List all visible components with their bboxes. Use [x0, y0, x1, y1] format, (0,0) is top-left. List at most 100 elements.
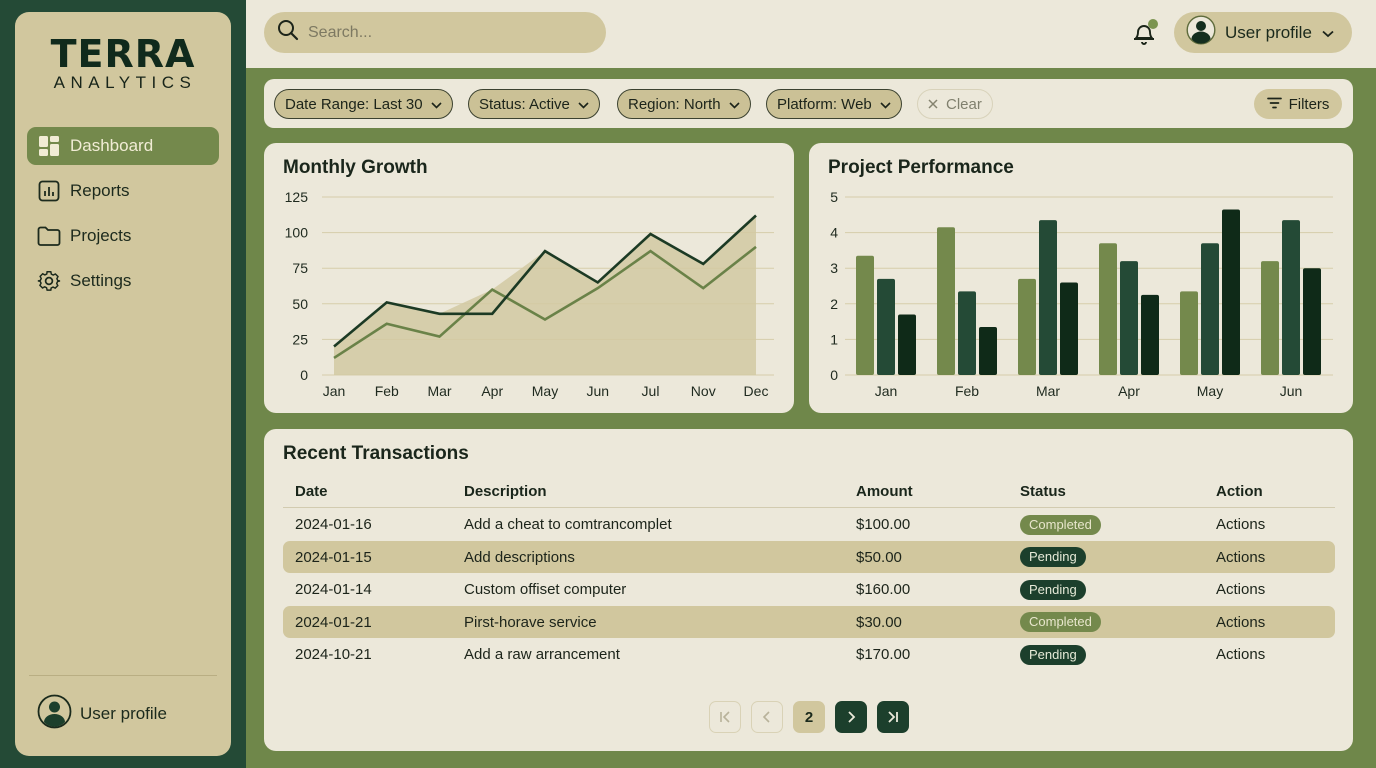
- column-header-date[interactable]: Date: [295, 482, 328, 500]
- svg-text:5: 5: [830, 189, 838, 205]
- search-input[interactable]: [308, 23, 588, 42]
- table-row[interactable]: 2024-01-14 Custom offiset computer $160.00…: [283, 574, 1335, 606]
- chevron-down-icon: [578, 96, 589, 113]
- column-header-amount[interactable]: Amount: [856, 482, 913, 500]
- column-header-action[interactable]: Action: [1216, 482, 1263, 500]
- filter-chip-platform[interactable]: Platform: Web: [766, 89, 902, 119]
- sidebar-item-settings[interactable]: Settings: [27, 262, 219, 300]
- table-row[interactable]: 2024-01-16 Add a cheat to comtrancomplet $…: [283, 509, 1335, 541]
- cell-description: Custom offiset computer: [464, 581, 627, 598]
- table-row[interactable]: 2024-01-15 Add descriptions $50.00 Pending A…: [283, 541, 1335, 573]
- svg-text:50: 50: [292, 296, 308, 312]
- status-badge: Pending: [1020, 644, 1086, 665]
- chevron-left-icon: [762, 711, 770, 723]
- first-page-button[interactable]: [709, 701, 741, 733]
- close-icon: [928, 96, 938, 113]
- filters-button[interactable]: Filters: [1254, 89, 1342, 119]
- svg-text:25: 25: [292, 331, 308, 347]
- svg-text:Dec: Dec: [744, 383, 769, 399]
- actions-link[interactable]: Actions: [1216, 581, 1266, 598]
- dashboard-icon: [37, 134, 61, 158]
- status-badge: Completed: [1020, 514, 1101, 535]
- avatar-icon: [37, 694, 72, 734]
- actions-link[interactable]: Actions: [1216, 646, 1266, 663]
- bar-chart: 0 1 2 3 4 5 Jan Feb Mar Apr May Jun: [830, 189, 1333, 399]
- sidebar-item-reports[interactable]: Reports: [27, 172, 219, 210]
- svg-text:Jul: Jul: [642, 383, 660, 399]
- cell-amount: $100.00: [856, 516, 911, 533]
- sidebar-item-dashboard[interactable]: Dashboard: [27, 127, 219, 165]
- actions-link[interactable]: Actions: [1216, 516, 1266, 533]
- folder-icon: [37, 224, 61, 248]
- monthly-growth-card: Monthly Growth 0 25 50 75 100 125 Jan Feb Mar Apr…: [264, 143, 794, 413]
- chip-label: Date Range: Last 30: [285, 95, 423, 113]
- status-badge: Completed: [1020, 612, 1101, 632]
- column-header-status[interactable]: Status: [1020, 482, 1066, 500]
- previous-page-button[interactable]: [751, 701, 783, 733]
- svg-text:0: 0: [830, 367, 838, 383]
- actions-link[interactable]: Actions: [1216, 613, 1266, 631]
- notification-dot: [1148, 19, 1158, 29]
- page-number-button[interactable]: 2: [793, 701, 825, 733]
- cell-amount: $160.00: [856, 581, 911, 598]
- sidebar-user-profile[interactable]: User profile: [37, 694, 167, 734]
- svg-text:Mar: Mar: [427, 383, 451, 399]
- chevron-down-icon: [880, 96, 891, 113]
- filters-label: Filters: [1288, 95, 1330, 113]
- first-page-icon: [720, 711, 730, 723]
- logo-subtitle: ANALYTICS: [53, 73, 197, 92]
- svg-text:Jun: Jun: [1280, 383, 1303, 399]
- table-row[interactable]: 2024-01-21 Pirst-horave service $30.00 Comp…: [283, 606, 1335, 638]
- notification-button[interactable]: [1132, 19, 1158, 47]
- chip-label: Region: North: [628, 95, 721, 113]
- actions-link[interactable]: Actions: [1216, 548, 1266, 566]
- cell-status: Pending: [1020, 547, 1216, 567]
- top-bar: User profile: [246, 0, 1376, 68]
- sidebar-user-label: User profile: [80, 704, 167, 723]
- next-page-button[interactable]: [835, 701, 867, 733]
- chip-label: Platform: Web: [777, 95, 872, 113]
- search-bar[interactable]: [264, 12, 606, 53]
- chevron-right-icon: [848, 711, 856, 723]
- clear-filters-button[interactable]: Clear: [917, 89, 993, 119]
- user-profile-menu[interactable]: User profile: [1174, 12, 1352, 53]
- svg-text:Feb: Feb: [955, 383, 979, 399]
- last-page-icon: [888, 711, 898, 723]
- sidebar-item-projects[interactable]: Projects: [27, 217, 219, 255]
- project-performance-card: Project Performance 0 1 2 3 4 5 Jan Feb Mar Apr Ma…: [809, 143, 1353, 413]
- filter-chip-date-range[interactable]: Date Range: Last 30: [274, 89, 453, 119]
- chevron-down-icon: [431, 96, 442, 113]
- table-row[interactable]: 2024-10-21 Add a raw arrancement $170.00 Pe…: [283, 639, 1335, 671]
- bar-chart-icon: [37, 179, 61, 203]
- sidebar-item-label: Projects: [70, 226, 132, 245]
- cell-description: Add a cheat to comtrancomplet: [464, 516, 672, 533]
- cell-date: 2024-01-15: [295, 548, 372, 566]
- profile-label: User profile: [1225, 22, 1312, 42]
- sidebar-item-label: Settings: [70, 271, 132, 290]
- transactions-title: Recent Transactions: [283, 443, 469, 464]
- search-icon: [277, 19, 299, 46]
- sidebar: TERRA ANALYTICS Dashboard Reports Projec…: [15, 12, 231, 756]
- column-header-description[interactable]: Description: [464, 482, 547, 500]
- last-page-button[interactable]: [877, 701, 909, 733]
- cell-status: Pending: [1020, 644, 1216, 665]
- cell-date: 2024-01-16: [295, 516, 372, 533]
- sidebar-divider: [29, 675, 217, 676]
- chip-label: Status: Active: [479, 95, 570, 113]
- cell-status: Completed: [1020, 612, 1216, 632]
- chart-title: Monthly Growth: [283, 157, 428, 178]
- filter-chip-region[interactable]: Region: North: [617, 89, 751, 119]
- cell-amount: $50.00: [856, 548, 902, 566]
- line-chart: 0 25 50 75 100 125 Jan Feb Mar Apr May Jun Jul Nov Dec: [285, 189, 774, 399]
- svg-text:Jun: Jun: [586, 383, 609, 399]
- sidebar-item-label: Dashboard: [70, 136, 154, 155]
- svg-text:Jan: Jan: [875, 383, 898, 399]
- chevron-down-icon: [1322, 23, 1334, 43]
- filter-chip-status[interactable]: Status: Active: [468, 89, 600, 119]
- svg-text:Nov: Nov: [691, 383, 716, 399]
- bell-icon: [1134, 25, 1154, 45]
- svg-text:1: 1: [830, 331, 838, 347]
- gear-icon: [37, 269, 61, 293]
- cell-amount: $30.00: [856, 613, 902, 631]
- svg-text:Apr: Apr: [1118, 383, 1140, 399]
